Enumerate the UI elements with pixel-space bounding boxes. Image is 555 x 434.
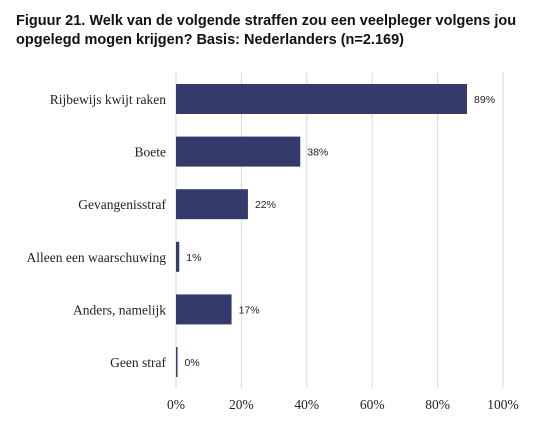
bars xyxy=(176,84,468,377)
category-label-1: Boete xyxy=(135,145,167,160)
bar-2 xyxy=(176,189,248,220)
data-label-2: 22% xyxy=(255,199,276,211)
category-label-3: Alleen een waarschuwing xyxy=(27,250,167,265)
bar-1 xyxy=(176,136,301,167)
category-label-4: Anders, namelijk xyxy=(73,302,166,317)
data-label-4: 17% xyxy=(239,304,260,316)
data-label-1: 38% xyxy=(307,147,328,159)
chart-title-line-2: opgelegd mogen krijgen? Basis: Nederland… xyxy=(16,32,404,48)
bar-5 xyxy=(176,347,178,377)
bar-4 xyxy=(176,294,232,325)
bar-0 xyxy=(176,84,468,114)
x-tick-label-40: 40% xyxy=(294,397,319,412)
chart-title-line-1: Figuur 21. Welk van de volgende straffen… xyxy=(16,13,517,29)
chart-title: Figuur 21. Welk van de volgende straffen… xyxy=(16,12,546,50)
data-label-0: 89% xyxy=(474,94,495,106)
x-tick-label-0: 0% xyxy=(167,397,185,412)
x-tick-label-20: 20% xyxy=(229,397,254,412)
data-label-3: 1% xyxy=(186,252,201,264)
category-label-2: Gevangenisstraf xyxy=(78,197,166,212)
gridlines xyxy=(175,72,504,388)
bar-3 xyxy=(176,241,180,272)
labels: 0% 20% 40% 60% 80% 100% Rijbewijs kwijt raken 8… xyxy=(27,92,519,412)
x-tick-label-60: 60% xyxy=(360,397,385,412)
category-label-5: Geen straf xyxy=(110,355,166,370)
x-tick-label-80: 80% xyxy=(425,397,450,412)
x-tick-label-100: 100% xyxy=(487,397,519,412)
data-label-5: 0% xyxy=(185,357,200,369)
category-label-0: Rijbewijs kwijt raken xyxy=(50,92,166,107)
